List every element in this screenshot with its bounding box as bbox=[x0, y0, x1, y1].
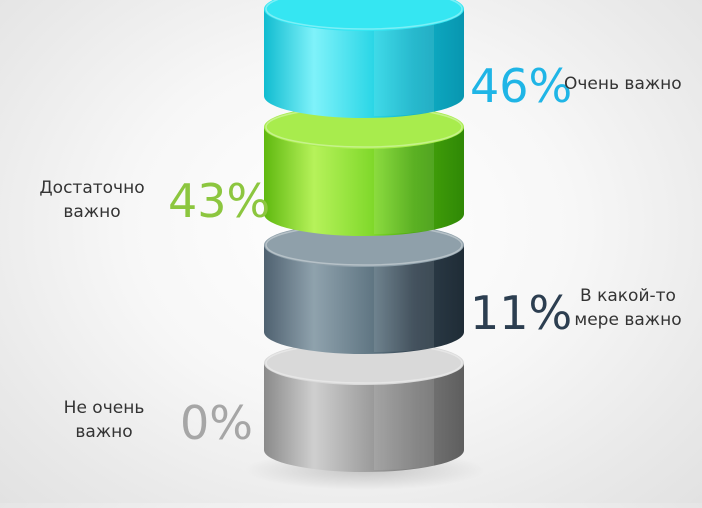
cylinder-rim-3 bbox=[265, 0, 463, 30]
cylinder-body-1 bbox=[264, 245, 464, 354]
category-label-0: Не очень важно bbox=[44, 396, 164, 444]
category-label-2-line-2: важно bbox=[63, 202, 121, 222]
category-label-0-line-2: важно bbox=[75, 422, 133, 442]
category-label-3-line-1: Очень важно bbox=[564, 74, 682, 94]
cylinder-body-2 bbox=[264, 127, 464, 236]
cylinder-shine-2 bbox=[374, 133, 434, 235]
value-label-0: 0% bbox=[180, 396, 253, 450]
cylinder-shine-1 bbox=[374, 251, 434, 353]
cylinder-segment-3 bbox=[264, 0, 464, 118]
cylinder-segments bbox=[264, 0, 464, 472]
category-label-1-line-2: мере важно bbox=[574, 310, 682, 330]
value-label-2: 43% bbox=[168, 174, 271, 228]
category-label-1-line-1: В какой-то bbox=[580, 286, 676, 306]
cylinder-segment-1 bbox=[264, 223, 464, 354]
cylinder-top-2 bbox=[264, 105, 464, 149]
cylinder-segment-0 bbox=[264, 341, 464, 472]
value-label-3: 46% bbox=[470, 59, 573, 113]
category-label-2-line-1: Достаточно bbox=[39, 178, 145, 198]
cylinder-body-0 bbox=[264, 363, 464, 472]
cylinder-segment-2 bbox=[264, 105, 464, 236]
cylinder-shine-0 bbox=[374, 369, 434, 471]
category-label-3: Очень важно bbox=[564, 72, 698, 96]
cylinder-top-1 bbox=[264, 223, 464, 267]
cylinder-body-3 bbox=[264, 9, 464, 118]
cylinder-top-3 bbox=[264, 0, 464, 31]
category-label-0-line-1: Не очень bbox=[63, 398, 145, 418]
cylinder-shine-3 bbox=[374, 15, 434, 117]
category-label-1: В какой-то мере важно bbox=[568, 284, 688, 332]
cylinder-top-0 bbox=[264, 341, 464, 385]
category-label-2: Достаточно важно bbox=[30, 176, 154, 224]
value-label-1: 11% bbox=[470, 286, 573, 340]
